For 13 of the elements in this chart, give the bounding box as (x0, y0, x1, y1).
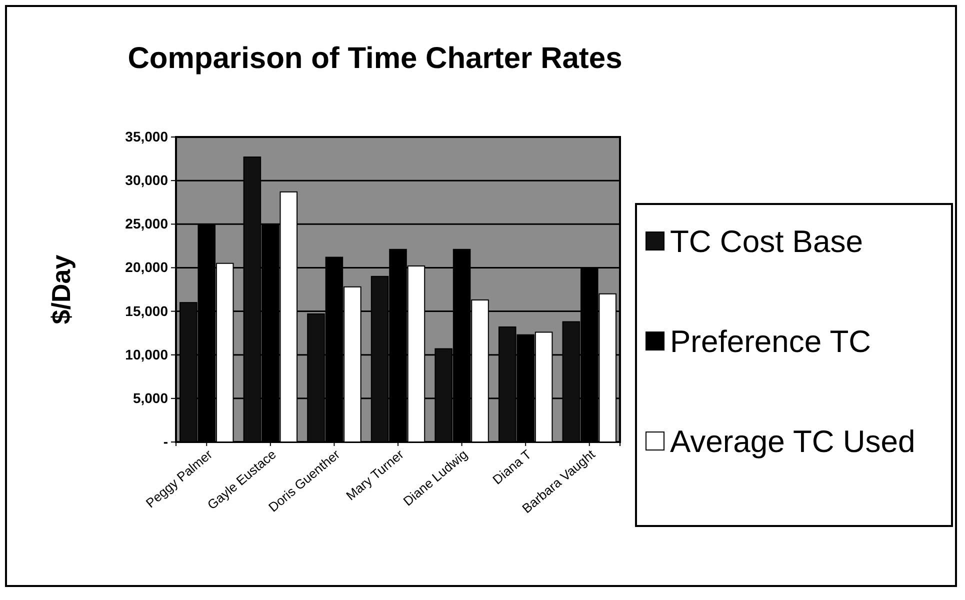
y-tick-label: 35,000 (125, 128, 168, 144)
y-tick-label: 25,000 (125, 216, 168, 232)
y-tick-label: 10,000 (125, 346, 168, 362)
y-axis-title: $/Day (46, 254, 76, 324)
legend-label: TC Cost Base (670, 224, 863, 259)
y-tick-label: 20,000 (125, 259, 168, 276)
chart-title: Comparison of Time Charter Rates (128, 42, 622, 75)
y-tick-label: 30,000 (125, 172, 168, 188)
y-tick-label: - (163, 433, 168, 450)
y-tick-label: 15,000 (125, 302, 168, 319)
legend-label: Average TC Used (670, 424, 916, 459)
y-tick-label: 5,000 (132, 390, 168, 406)
legend-label: Preference TC (670, 324, 872, 359)
